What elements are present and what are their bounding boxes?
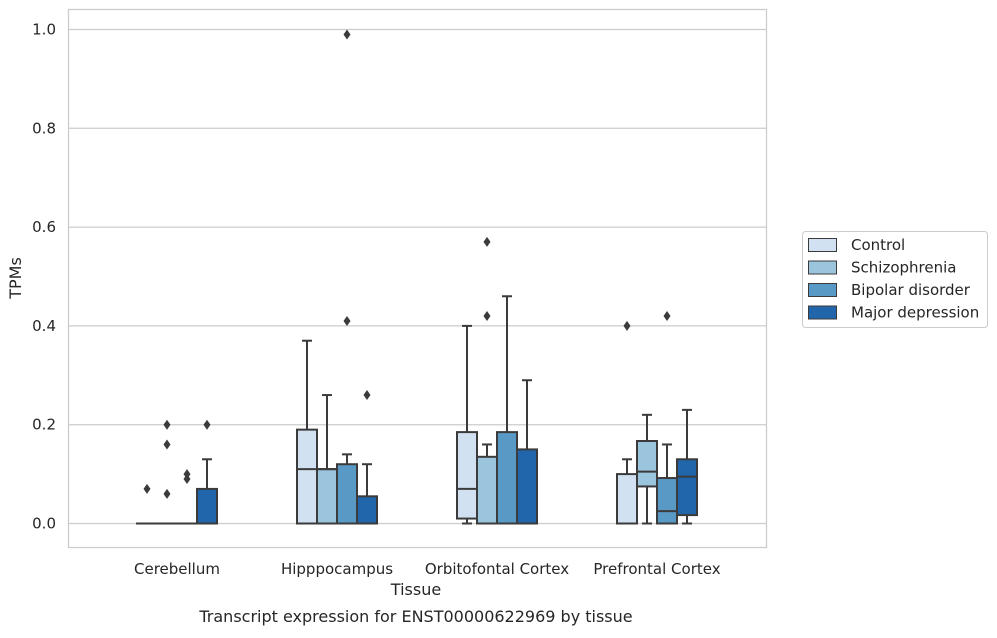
legend-label: Bipolar disorder (851, 281, 971, 299)
legend-label: Schizophrenia (851, 259, 956, 277)
legend: Control Schizophrenia Bipolar disorder Majo… (803, 232, 988, 328)
box-body (197, 489, 217, 524)
box-body (497, 432, 517, 523)
box-body (637, 441, 657, 486)
box-body (617, 474, 637, 523)
y-axis-label: TPMs (6, 257, 25, 300)
y-tick-label: 0.4 (32, 317, 56, 335)
y-tick-label: 0.2 (32, 416, 56, 434)
box-body (317, 469, 337, 523)
y-tick-label: 0.0 (32, 515, 56, 533)
plot-area (69, 10, 767, 548)
box-body (517, 449, 537, 523)
legend-swatch (809, 306, 837, 319)
legend-swatch (809, 284, 837, 297)
x-tick-labels: Cerebellum Hipppocampus Orbitofontal Corte… (134, 560, 721, 578)
x-tick-label: Orbitofontal Cortex (425, 560, 569, 578)
box-body (477, 457, 497, 524)
legend-label: Control (851, 236, 905, 254)
legend-label: Major depression (851, 304, 979, 322)
x-tick-label: Prefrontal Cortex (593, 560, 720, 578)
box-body (677, 459, 697, 515)
box-body (297, 430, 317, 524)
x-axis-label: Tissue (390, 580, 441, 599)
box-body (357, 496, 377, 523)
x-tick-label: Cerebellum (134, 560, 220, 578)
box-body (337, 464, 357, 523)
y-tick-label: 0.6 (32, 218, 56, 236)
y-tick-labels: 0.0 0.2 0.4 0.6 0.8 1.0 (32, 21, 56, 533)
chart-caption: Transcript expression for ENST0000062296… (198, 607, 632, 626)
box-body (657, 478, 677, 523)
box-body (457, 432, 477, 518)
x-tick-label: Hipppocampus (281, 560, 393, 578)
legend-swatch (809, 261, 837, 274)
y-tick-label: 0.8 (32, 119, 56, 137)
legend-swatch (809, 239, 837, 252)
y-tick-label: 1.0 (32, 21, 56, 39)
